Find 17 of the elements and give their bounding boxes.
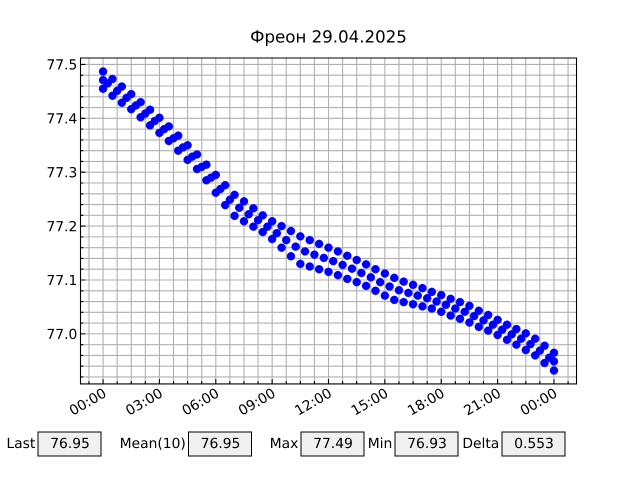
text: 76.93 bbox=[408, 438, 446, 448]
y-tick-label: 77.4 bbox=[48, 113, 77, 124]
text: Min bbox=[369, 437, 392, 448]
text: Mean(10) bbox=[121, 437, 185, 450]
text: Delta bbox=[464, 437, 498, 448]
text: 76.95 bbox=[202, 438, 240, 448]
y-tick-label: 77.3 bbox=[48, 166, 76, 178]
y-tick-label: 77.2 bbox=[48, 220, 76, 232]
text: Last bbox=[8, 438, 35, 448]
text: Max bbox=[271, 438, 298, 448]
text: 0.553 bbox=[515, 438, 553, 448]
y-tick-label: 77.1 bbox=[48, 274, 76, 286]
chart-title: Фреон 29.04.2025 bbox=[251, 30, 406, 46]
text: 77.49 bbox=[314, 438, 352, 448]
y-tick-label: 77.5 bbox=[48, 59, 76, 70]
y-tick-label: 77.0 bbox=[48, 328, 76, 340]
text: 76.95 bbox=[51, 438, 89, 448]
